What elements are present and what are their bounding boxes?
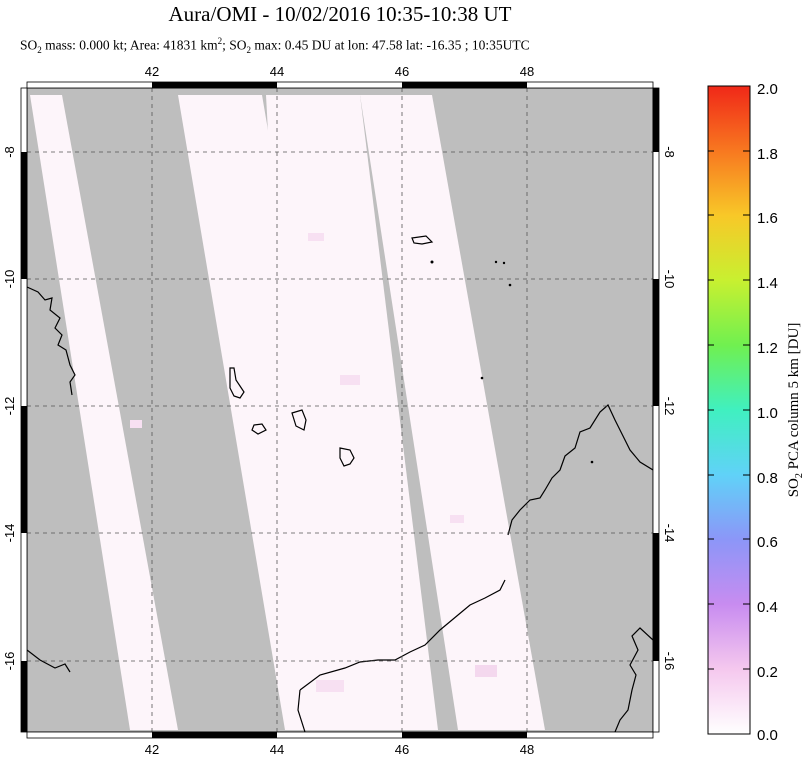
swath-3 xyxy=(266,95,438,730)
colorbar-tick-label-8: 0.4 xyxy=(757,599,778,616)
colorbar-tick-label-0: 2.0 xyxy=(757,81,778,98)
colorbar-tick-label-1: 1.8 xyxy=(757,146,778,163)
colorbar-tick-label-5: 1.0 xyxy=(757,405,778,422)
lat-tick-right-2: -12 xyxy=(662,397,677,416)
frame-bottom xyxy=(26,731,654,739)
lat-tick-right-1: -10 xyxy=(662,270,677,289)
colorbar-tick-label-7: 0.6 xyxy=(757,534,778,551)
lat-tick-left-4: -16 xyxy=(2,652,17,671)
lon-tick-bottom-0: 42 xyxy=(145,742,159,757)
lat-tick-right-4: -16 xyxy=(662,652,677,671)
colorbar-tick-label-3: 1.4 xyxy=(757,275,778,292)
frame-right xyxy=(652,87,660,733)
frame-left xyxy=(20,87,28,733)
lon-tick-bottom-1: 44 xyxy=(270,742,284,757)
colorbar-tick-label-2: 1.6 xyxy=(757,210,778,227)
lat-tick-right-3: -14 xyxy=(662,524,677,543)
lon-tick-top-3: 48 xyxy=(520,64,534,79)
lon-tick-top-1: 44 xyxy=(270,64,284,79)
lat-tick-left-2: -12 xyxy=(2,397,17,416)
lon-tick-bottom-2: 46 xyxy=(395,742,409,757)
lon-tick-top-2: 46 xyxy=(395,64,409,79)
comoros-islands xyxy=(229,235,434,467)
lat-tick-left-1: -10 xyxy=(2,270,17,289)
map-subtitle: SO2 mass: 0.000 kt; Area: 41831 km2; SO2… xyxy=(20,36,530,56)
colorbar-ticks xyxy=(708,85,750,735)
colorbar-tick-label-6: 0.8 xyxy=(757,470,778,487)
lon-tick-top-0: 42 xyxy=(145,64,159,79)
frame-top xyxy=(26,81,654,89)
grid-lines xyxy=(27,88,653,732)
lat-tick-left-0: -8 xyxy=(2,146,17,158)
colorbar-axis-label: SO2 PCA column 5 km [DU] xyxy=(786,323,805,498)
lat-tick-right-0: -8 xyxy=(662,146,677,158)
swath-1 xyxy=(30,95,178,730)
map-title: Aura/OMI - 10/02/2016 10:35-10:38 UT xyxy=(168,2,512,26)
colorbar-tick-label-4: 1.2 xyxy=(757,340,778,357)
swath-4 xyxy=(360,95,545,730)
colorbar-tick-label-9: 0.2 xyxy=(757,664,778,681)
colorbar-tick-label-10: 0.0 xyxy=(757,727,778,744)
lon-tick-bottom-3: 48 xyxy=(520,742,534,757)
lat-tick-left-3: -14 xyxy=(2,524,17,543)
coastline-group xyxy=(27,286,653,732)
